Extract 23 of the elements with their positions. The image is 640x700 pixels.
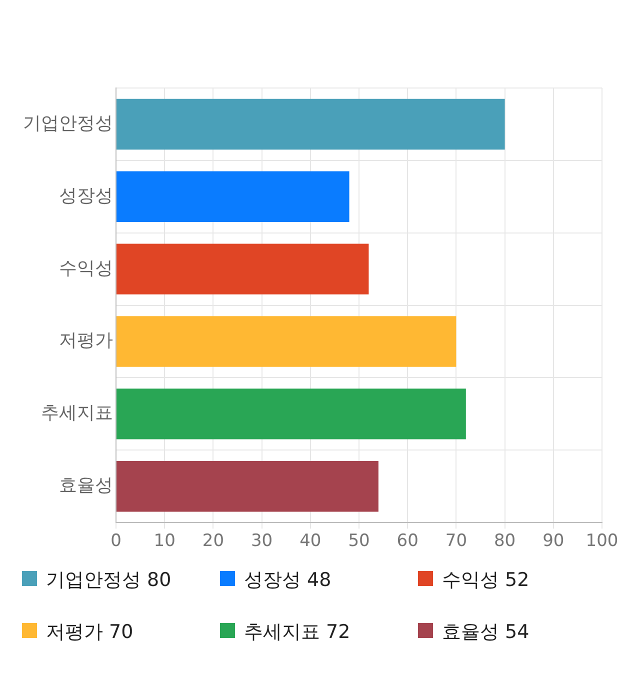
x-tick-label: 50 bbox=[348, 531, 370, 552]
x-tick-label: 70 bbox=[445, 531, 468, 552]
x-tick-label: 40 bbox=[300, 531, 322, 552]
y-tick-label: 성장성 bbox=[59, 185, 113, 206]
category-label: 효율성 54 bbox=[442, 621, 530, 643]
x-tick-label: 90 bbox=[542, 531, 564, 552]
y-tick-label: 추세지표 bbox=[41, 402, 113, 424]
y-tick-label: 저평가 bbox=[59, 330, 113, 352]
category-label: 추세지표 72 bbox=[244, 621, 350, 643]
category-label: 기업안정성 80 bbox=[46, 569, 172, 591]
x-tick-label: 60 bbox=[396, 531, 418, 552]
category-label: 성장성 48 bbox=[244, 569, 332, 591]
category-label: 수익성 52 bbox=[442, 569, 530, 591]
x-tick-label: 100 bbox=[586, 531, 618, 552]
x-tick-label: 20 bbox=[202, 531, 224, 552]
category-label: 저평가 70 bbox=[46, 621, 134, 643]
x-tick-label: 30 bbox=[250, 531, 273, 552]
x-tick-label: 80 bbox=[494, 531, 516, 552]
x-tick-label: 10 bbox=[154, 531, 176, 552]
y-tick-label: 효율성 bbox=[59, 475, 113, 496]
x-tick-label: 0 bbox=[110, 531, 122, 552]
y-tick-label: 수익성 bbox=[59, 258, 113, 279]
y-tick-label: 기업안정성 bbox=[23, 112, 113, 134]
